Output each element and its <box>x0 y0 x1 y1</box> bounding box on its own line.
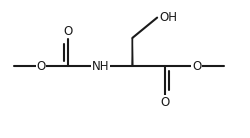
Text: OH: OH <box>160 11 178 24</box>
Text: O: O <box>160 96 169 109</box>
Text: O: O <box>64 25 73 38</box>
Polygon shape <box>132 38 133 66</box>
Text: O: O <box>36 60 46 73</box>
Text: NH: NH <box>92 60 109 73</box>
Text: O: O <box>192 60 201 73</box>
